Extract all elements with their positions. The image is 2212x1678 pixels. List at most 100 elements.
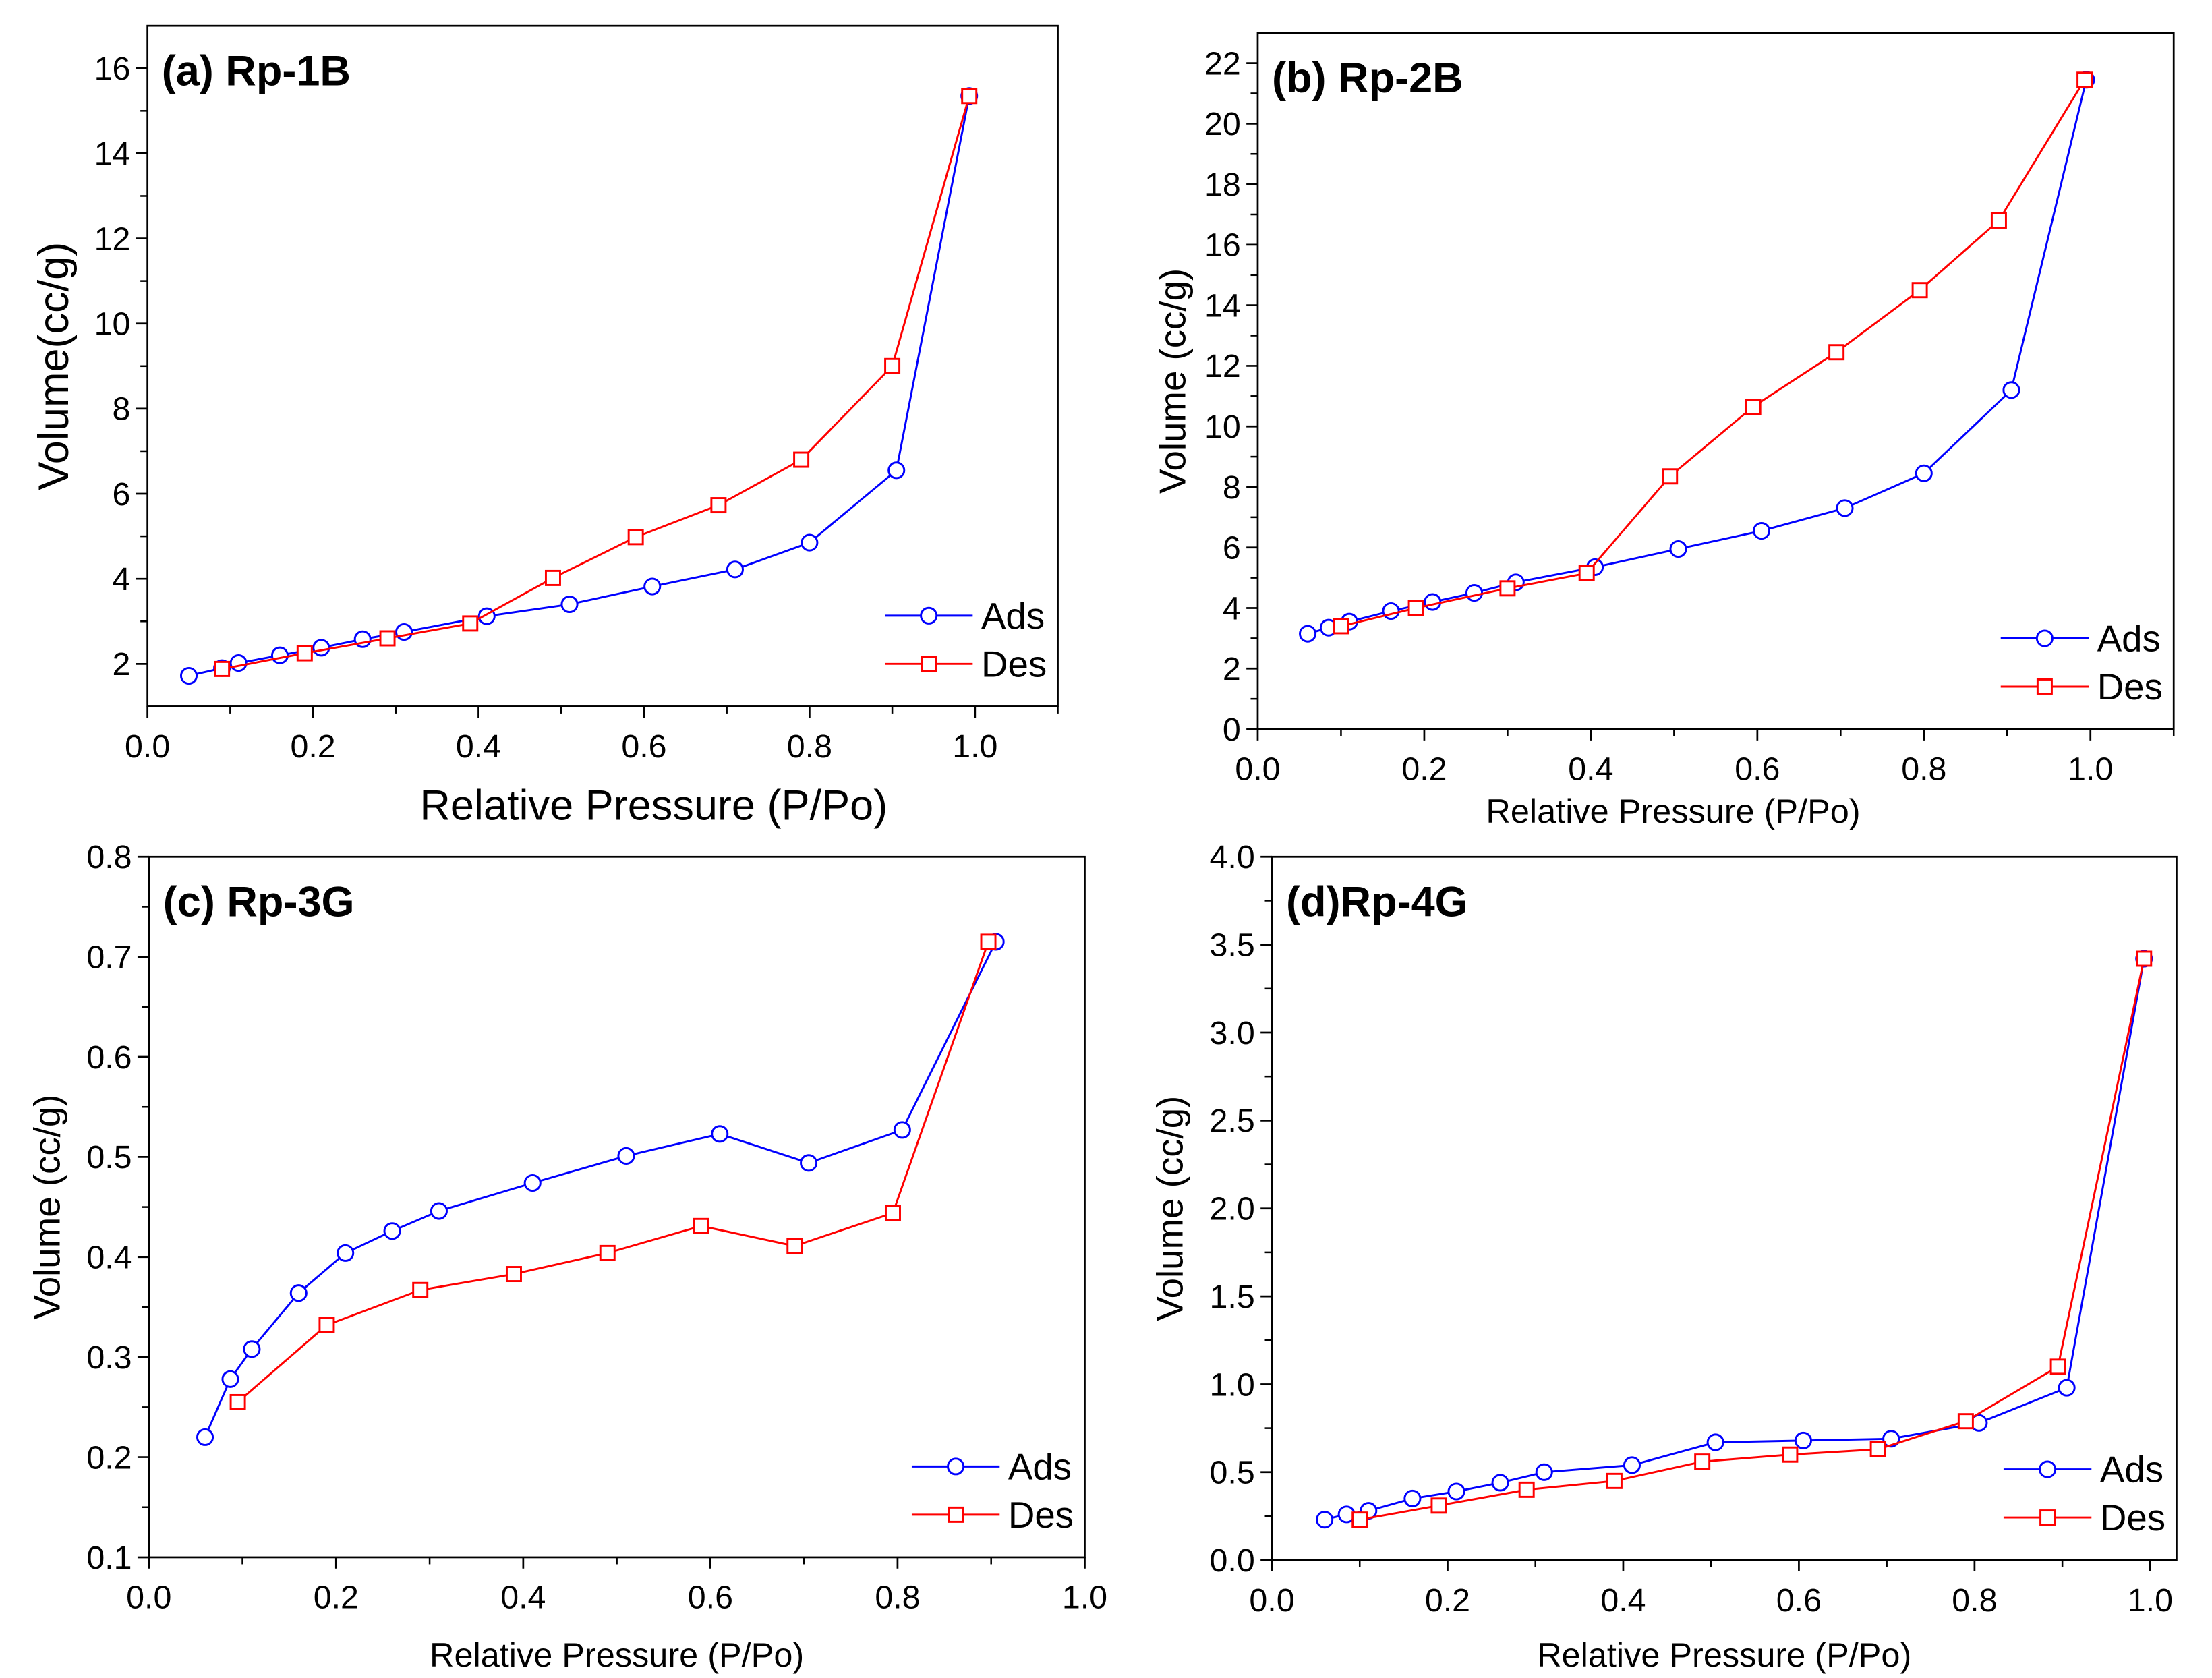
data-point (1706, 1433, 1724, 1451)
data-point (505, 1266, 522, 1283)
data-point (430, 1202, 448, 1220)
series-line (1307, 79, 2088, 635)
data-point (1794, 1431, 1812, 1449)
data-point (560, 595, 579, 614)
x-tick-label: 0.2 (1401, 751, 1447, 788)
data-point (1669, 540, 1687, 558)
series-line (1341, 79, 2086, 627)
data-point (289, 1284, 308, 1302)
x-tick-label: 0.4 (456, 728, 501, 765)
y-axis-title: Volume (cc/g) (1153, 268, 1194, 494)
data-point (710, 497, 727, 514)
data-point (1782, 1446, 1799, 1463)
data-point (229, 654, 248, 672)
y-tick-label: 16 (94, 51, 131, 87)
data-point (893, 1121, 911, 1139)
data-point (1911, 282, 1928, 299)
x-tick-label: 0.0 (1249, 1582, 1294, 1619)
x-tick-label: 0.0 (126, 1580, 171, 1616)
y-tick-label: 10 (94, 306, 131, 343)
y-tick-label: 3.0 (1210, 1015, 1255, 1051)
data-point (786, 1238, 803, 1254)
data-point (1491, 1474, 1509, 1492)
data-point (887, 461, 906, 480)
data-point (885, 1205, 901, 1221)
data-point (383, 1222, 401, 1240)
x-tick-label: 0.8 (1901, 751, 1946, 788)
y-tick-label: 10 (1204, 409, 1241, 445)
data-point (884, 357, 901, 374)
y-tick-label: 0.0 (1210, 1542, 1255, 1579)
data-point (243, 1340, 261, 1358)
series-line (237, 941, 989, 1404)
data-point (1752, 522, 1771, 540)
data-point (1882, 1430, 1900, 1448)
legend-marker (2036, 678, 2053, 695)
legend-item-ads: Ads (2003, 1449, 2163, 1491)
y-axis-title: Volume (cc/g) (26, 1095, 67, 1320)
data-point (1351, 1511, 1368, 1528)
panel-title: (a) Rp-1B (162, 47, 351, 94)
data-point (1424, 593, 1442, 611)
data-point (1662, 468, 1679, 485)
data-point (1299, 625, 1317, 643)
y-tick-label: 3.5 (1210, 927, 1255, 963)
y-tick-label: 6 (1223, 530, 1241, 567)
y-tick-label: 14 (94, 136, 131, 172)
y-tick-label: 8 (113, 391, 131, 428)
data-point (544, 569, 561, 586)
data-point (1447, 1482, 1465, 1501)
data-point (643, 577, 662, 596)
data-point (961, 88, 978, 105)
x-tick-label: 0.6 (621, 728, 666, 765)
y-tick-label: 4 (1223, 590, 1241, 627)
legend-item-des: Des (885, 643, 1047, 685)
y-tick-label: 0.4 (86, 1240, 132, 1276)
legend-marker (921, 656, 937, 672)
x-tick-label: 0.2 (290, 728, 335, 765)
data-point (2002, 381, 2020, 399)
x-tick-label: 0.8 (787, 728, 832, 765)
data-point (693, 1217, 709, 1234)
data-point (1407, 600, 1424, 616)
data-point (2049, 1358, 2066, 1375)
data-point (726, 560, 744, 579)
data-point (1836, 499, 1854, 517)
data-point (1990, 212, 2007, 229)
data-point (627, 529, 644, 546)
plot-frame (1256, 32, 2175, 730)
data-point (1499, 580, 1516, 597)
x-tick-label: 1.0 (1062, 1580, 1107, 1616)
panel-3: 0.0 0.2 0.4 0.6 0.8 1.0 0.0 0.5 1.0 1.5 2.0 2.5 3.0 3… (1150, 839, 2178, 1674)
data-point (1745, 399, 1762, 415)
y-tick-label: 8 (1223, 469, 1241, 506)
x-tick-label: 1.0 (952, 728, 997, 765)
data-point (800, 1154, 818, 1172)
y-tick-label: 14 (1204, 287, 1241, 324)
x-tick-label: 0.0 (1235, 751, 1280, 788)
y-tick-label: 4 (113, 561, 131, 598)
x-axis-title: Relative Pressure (P/Po) (419, 782, 887, 830)
y-tick-label: 2 (113, 646, 131, 683)
legend-label: Des (2097, 666, 2163, 707)
legend-marker (948, 1506, 964, 1523)
series-line (221, 95, 970, 670)
y-tick-label: 1.0 (1210, 1366, 1255, 1403)
series-ads (196, 933, 1005, 1446)
data-point (1957, 1413, 1974, 1430)
legend-item-ads: Ads (885, 596, 1045, 637)
y-tick-label: 20 (1204, 106, 1241, 142)
data-point (1694, 1453, 1711, 1470)
x-tick-label: 0.6 (1776, 1582, 1822, 1619)
data-point (523, 1174, 542, 1192)
series-ads (1299, 71, 2095, 643)
data-point (337, 1244, 355, 1262)
x-tick-label: 0.8 (875, 1580, 920, 1616)
y-tick-label: 0.1 (86, 1540, 132, 1576)
legend-label: Ads (981, 596, 1045, 637)
series-des (214, 88, 978, 677)
legend-label: Ads (2097, 618, 2161, 659)
legend-item-ads: Ads (2000, 618, 2161, 659)
y-tick-label: 0.6 (86, 1039, 132, 1076)
x-tick-label: 0.4 (500, 1580, 546, 1616)
